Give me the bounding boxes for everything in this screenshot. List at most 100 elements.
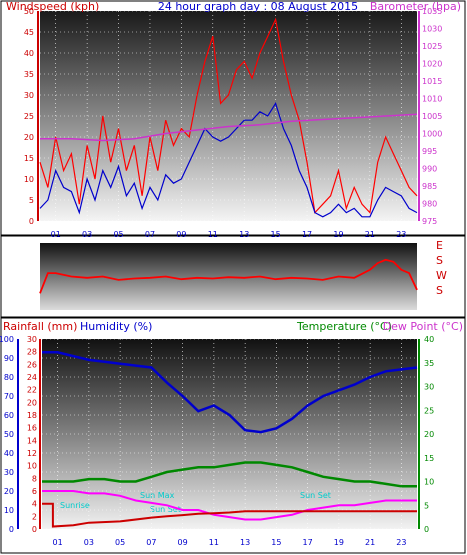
humidity-series-line — [42, 351, 418, 434]
top-frame — [0, 0, 466, 236]
barometer-tick-label: 990 — [422, 165, 437, 174]
wind-x-tick-label: 09 — [176, 230, 186, 239]
wind-x-tick-label: 13 — [239, 230, 249, 239]
temperature-tick-label: 10 — [424, 478, 434, 487]
barometer-tick-label: 1020 — [422, 60, 442, 69]
climate-x-tick-label: 03 — [84, 538, 94, 547]
climate-x-tick-label: 09 — [178, 538, 188, 547]
barometer-tick-label: 985 — [422, 182, 437, 191]
wind-x-tick-label: 05 — [113, 230, 123, 239]
windspeed-series-line — [39, 17, 418, 214]
barometer-tick-label: 1035 — [422, 7, 442, 16]
humidity-tick-label: 50 — [4, 430, 14, 439]
direction-label-n: S — [436, 284, 443, 297]
wind-tick-label: 30 — [24, 91, 34, 100]
humidity-tick-label: 90 — [4, 354, 14, 363]
sunrise-annotation: Sunrise — [60, 501, 90, 510]
dewpoint-axis-title: Dew Point (°C) — [383, 320, 463, 333]
temperature-tick-label: 0 — [424, 525, 429, 534]
temperature-tick-label: 20 — [424, 430, 434, 439]
direction-label-w: W — [436, 269, 447, 282]
climate-x-tick-label: 17 — [303, 538, 313, 547]
sun-set-annotation: Sun Set — [150, 505, 181, 514]
temperature-axis-title: Temperature (°C) — [296, 320, 392, 333]
temperature-tick-label: 35 — [424, 359, 434, 368]
mid-frame — [0, 235, 466, 318]
humidity-tick-label: 80 — [4, 373, 14, 382]
rainfall-tick-label: 6 — [32, 487, 37, 496]
average-wind-series-line — [39, 101, 418, 218]
wind-tick-label: 20 — [24, 133, 34, 142]
rainfall-tick-label: 24 — [27, 373, 37, 382]
wind-x-tick-label: 07 — [145, 230, 155, 239]
wind-x-tick-label: 21 — [365, 230, 375, 239]
humidity-tick-label: 0 — [9, 525, 14, 534]
temperature-tick-label: 15 — [424, 454, 434, 463]
rainfall-tick-label: 14 — [27, 436, 37, 445]
barometer-tick-label: 995 — [422, 147, 437, 156]
wind-x-tick-label: 17 — [302, 230, 312, 239]
climate-x-tick-label: 07 — [146, 538, 156, 547]
rainfall-tick-label: 28 — [27, 348, 37, 357]
wind-tick-label: 10 — [24, 175, 34, 184]
direction-label-s: S — [436, 254, 443, 267]
humidity-tick-label: 10 — [4, 506, 14, 515]
wind-x-tick-label: 15 — [271, 230, 281, 239]
rainfall-tick-label: 0 — [32, 525, 37, 534]
rainfall-tick-label: 20 — [27, 398, 37, 407]
barometer-axis-title: Barometer (hpa) — [370, 0, 461, 13]
dewpoint-series-line — [42, 490, 417, 521]
wind-tick-label: 15 — [24, 154, 34, 163]
climate-x-tick-label: 23 — [396, 538, 406, 547]
barometer-tick-label: 1010 — [422, 95, 442, 104]
barometer-tick-label: 1005 — [422, 112, 442, 121]
wind-x-tick-label: 23 — [396, 230, 406, 239]
wind-tick-label: 25 — [24, 112, 34, 121]
climate-x-tick-label: 19 — [334, 538, 344, 547]
wind-tick-label: 50 — [24, 7, 34, 16]
barometer-tick-label: 1015 — [422, 77, 442, 86]
rainfall-axis-title: Rainfall (mm) — [3, 320, 77, 333]
climate-x-tick-label: 05 — [115, 538, 125, 547]
humidity-tick-label: 20 — [4, 487, 14, 496]
wind-tick-label: 0 — [29, 217, 34, 226]
humidity-tick-label: 40 — [4, 449, 14, 458]
humidity-tick-label: 30 — [4, 468, 14, 477]
temperature-tick-label: 30 — [424, 383, 434, 392]
wind-tick-label: 35 — [24, 70, 34, 79]
wind-x-tick-label: 01 — [51, 230, 61, 239]
direction-series-line — [39, 258, 418, 294]
rainfall-tick-label: 30 — [27, 335, 37, 344]
chart-title: 24 hour graph day : 08 August 2015 — [158, 0, 358, 13]
temperature-tick-label: 40 — [424, 335, 434, 344]
bottom-frame — [0, 317, 466, 554]
barometer-series-line — [40, 113, 418, 142]
temperature-tick-label: 5 — [424, 501, 429, 510]
barometer-tick-label: 1030 — [422, 25, 442, 34]
climate-x-tick-label: 01 — [53, 538, 63, 547]
humidity-axis-title: Humidity (%) — [80, 320, 152, 333]
wind-x-tick-label: 03 — [82, 230, 92, 239]
rainfall-tick-label: 10 — [27, 462, 37, 471]
rainfall-tick-label: 2 — [32, 512, 37, 521]
wind-x-tick-label: 11 — [208, 230, 218, 239]
temperature-tick-label: 25 — [424, 406, 434, 415]
barometer-tick-label: 1000 — [422, 130, 442, 139]
wind-x-tick-label: 19 — [333, 230, 343, 239]
sun-set-annotation-2: Sun Set — [300, 491, 331, 500]
wind-tick-label: 40 — [24, 49, 34, 58]
rainfall-tick-label: 22 — [27, 386, 37, 395]
rainfall-tick-label: 26 — [27, 360, 37, 369]
rainfall-tick-label: 12 — [27, 449, 37, 458]
rainfall-tick-label: 4 — [32, 500, 37, 509]
barometer-tick-label: 980 — [422, 200, 437, 209]
climate-x-tick-label: 21 — [365, 538, 375, 547]
windspeed-axis-title: Windspeed (kph) — [6, 0, 99, 13]
sun-max-annotation: Sun Max — [140, 491, 175, 500]
humidity-tick-label: 100 — [0, 335, 14, 344]
rainfall-tick-label: 16 — [27, 424, 37, 433]
barometer-tick-label: 1025 — [422, 42, 442, 51]
wind-tick-label: 45 — [24, 28, 34, 37]
